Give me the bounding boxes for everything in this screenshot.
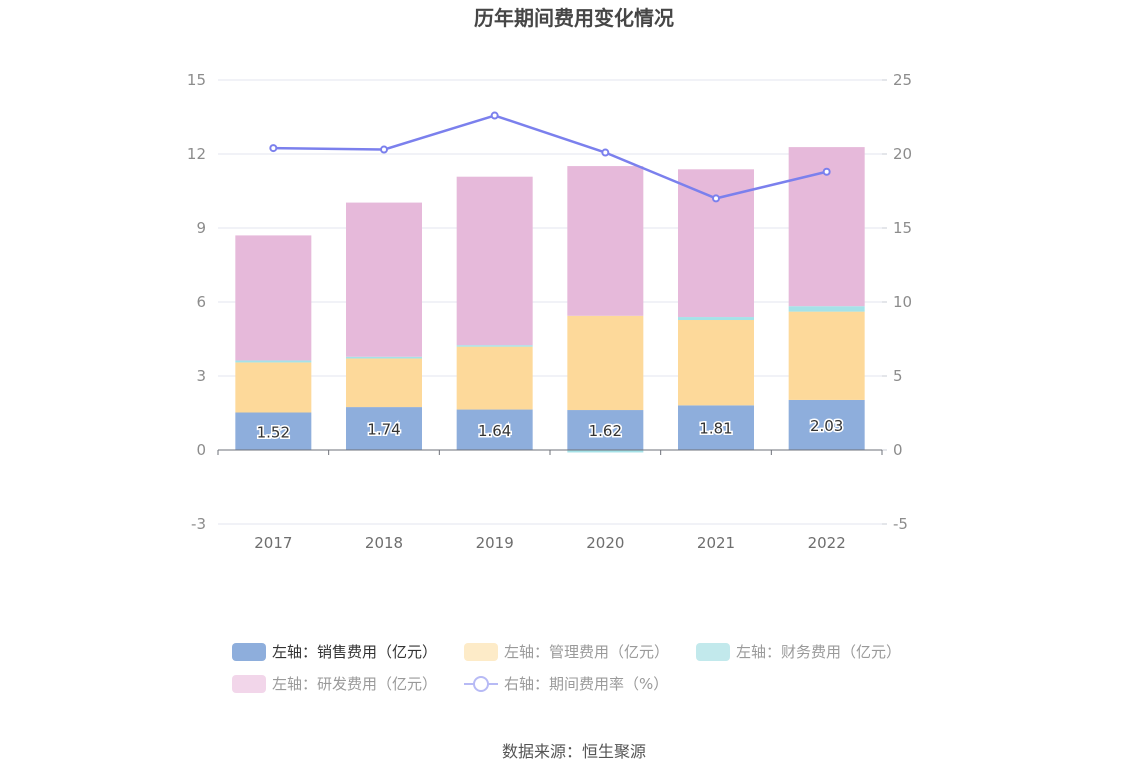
source-note: 数据来源：恒生聚源 <box>502 742 646 761</box>
left-tick-label: -3 <box>191 515 206 533</box>
x-tick-label: 2017 <box>254 534 292 552</box>
rate-point-2021 <box>712 194 720 203</box>
bar-segment-4-2018 <box>346 202 422 357</box>
left-tick-label: 3 <box>196 367 206 385</box>
bar-segment-1-2021 <box>678 405 754 450</box>
legend-swatch-1 <box>232 643 266 661</box>
left-tick-label: 15 <box>187 71 206 89</box>
bar-segment-2-2022 <box>788 311 865 400</box>
legend-label-2: 左轴：管理费用（亿元） <box>504 643 669 661</box>
right-tick-label: 10 <box>893 293 912 311</box>
line-series <box>269 111 831 203</box>
legend: 左轴：销售费用（亿元） 左轴：管理费用（亿元） 左轴：财务费用（亿元） 左轴：研发费用… <box>232 643 901 693</box>
x-tick-label: 2020 <box>586 534 624 552</box>
right-tick-label: 20 <box>893 145 912 163</box>
legend-swatch-3 <box>696 643 730 661</box>
left-tick-label: 0 <box>196 441 206 459</box>
bar-segment-2-2021 <box>678 320 754 406</box>
bar-segment-1-2020 <box>567 410 644 450</box>
x-tick-label: 2021 <box>697 534 735 552</box>
bar-segment-2-2019 <box>456 346 533 410</box>
bar-data-label: 2.03 <box>810 417 843 435</box>
bar-segment-2-2020 <box>567 315 644 411</box>
bar-data-label: 1.62 <box>589 422 622 440</box>
left-tick-label: 12 <box>187 145 206 163</box>
bar-segment-4-2021 <box>678 169 754 318</box>
bar-segment-1-2017 <box>235 412 312 450</box>
x-tick-label: 2022 <box>808 534 846 552</box>
rate-point-2019 <box>490 111 499 120</box>
legend-swatch-4 <box>232 675 266 693</box>
bar-segment-3-2019 <box>456 345 533 347</box>
bar-segment-3-2020 <box>567 450 644 453</box>
legend-swatch-2 <box>464 643 498 661</box>
bar-segment-3-2017 <box>235 360 312 363</box>
legend-label-3: 左轴：财务费用（亿元） <box>736 643 901 661</box>
bar-data-label: 1.81 <box>699 420 732 438</box>
bar-labels: 1.52 1.74 1.64 1.62 1.81 2.03 <box>255 415 845 442</box>
left-tick-label: 9 <box>196 219 206 237</box>
rate-point-2020 <box>601 148 610 157</box>
right-tick-label: 0 <box>893 441 903 459</box>
right-tick-label: 5 <box>893 367 903 385</box>
bar-segment-4-2019 <box>456 176 533 346</box>
right-tick-label: 25 <box>893 71 912 89</box>
x-tick-label: 2018 <box>365 534 403 552</box>
x-axis: 2017 2018 2019 2020 2021 2022 <box>217 449 883 552</box>
bar-data-label: 1.74 <box>367 421 400 439</box>
rate-point-2022 <box>822 167 831 176</box>
legend-label-1: 左轴：销售费用（亿元） <box>272 643 437 661</box>
legend-label-4: 左轴：研发费用（亿元） <box>272 675 437 693</box>
bar-data-label: 1.64 <box>478 422 511 440</box>
rate-line <box>273 114 827 200</box>
left-axis: -3 0 3 6 9 12 15 <box>187 71 206 533</box>
grid <box>218 79 882 525</box>
bar-segment-3-2018 <box>346 356 422 359</box>
bar-segment-2-2018 <box>346 358 422 408</box>
right-tick-label: 15 <box>893 219 912 237</box>
bar-segment-1-2022 <box>788 399 865 450</box>
legend-label-5: 右轴：期间费用率（%） <box>504 675 668 693</box>
legend-line-marker <box>473 676 489 692</box>
rate-point-2018 <box>380 145 388 154</box>
bar-data-label: 1.52 <box>257 423 290 441</box>
chart-title: 历年期间费用变化情况 <box>474 6 674 30</box>
bar-segment-4-2017 <box>235 235 312 361</box>
bar-segment-1-2018 <box>346 407 422 450</box>
bar-segment-2-2017 <box>235 362 312 413</box>
left-tick-label: 6 <box>196 293 206 311</box>
bars <box>235 147 865 453</box>
right-tick-label: -5 <box>893 515 908 533</box>
bar-segment-1-2019 <box>456 409 533 450</box>
bar-segment-3-2021 <box>678 317 754 321</box>
x-tick-label: 2019 <box>476 534 514 552</box>
rate-point-2017 <box>269 144 278 153</box>
bar-segment-4-2020 <box>567 166 644 316</box>
bar-segment-3-2022 <box>788 306 865 312</box>
right-axis: -5 0 5 10 15 20 25 <box>882 71 912 533</box>
